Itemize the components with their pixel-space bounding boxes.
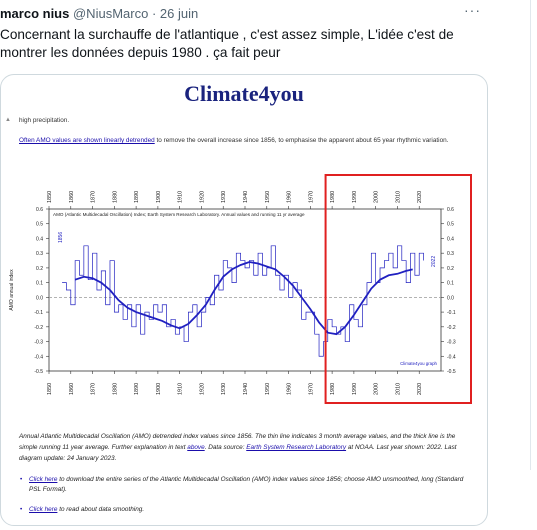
x-tick-label-bottom: 1920	[199, 383, 205, 395]
x-tick-label-top: 2020	[417, 191, 423, 203]
snippet-rest: to remove the overall increase since 185…	[154, 137, 449, 144]
bullet-dot: •	[20, 506, 23, 513]
x-tick-label-top: 1980	[330, 191, 336, 203]
separator: ·	[151, 6, 157, 21]
bullet-smoothing: • Click here to read about data smoothin…	[20, 505, 469, 515]
x-tick-label-bottom: 1930	[221, 383, 227, 395]
y-axis-label: AMO annual index	[9, 269, 15, 311]
x-tick-label-bottom: 1940	[243, 383, 249, 395]
highlight-box	[324, 174, 473, 404]
y-tick-label-left: 0.2	[36, 266, 43, 272]
above-link[interactable]: above	[187, 444, 205, 451]
x-tick-label-top: 1910	[178, 191, 184, 203]
y-tick-label-left: 0.5	[36, 222, 43, 228]
y-tick-label-left: 0.0	[36, 295, 43, 301]
x-tick-label-bottom: 2010	[395, 383, 401, 395]
x-tick-label-bottom: 1960	[287, 383, 293, 395]
x-tick-label-top: 1900	[156, 191, 162, 203]
y-tick-label-left: -0.1	[34, 310, 43, 316]
x-tick-label-bottom: 1890	[134, 383, 140, 395]
bullet-2-text: to read about data smoothing.	[57, 506, 145, 513]
y-tick-label-right: 0.6	[447, 207, 454, 213]
y-tick-label-left: -0.4	[34, 354, 43, 360]
chart-title: AMO (Atlantic Multidecadal Oscillation) …	[53, 212, 305, 217]
y-tick-label-left: -0.5	[34, 369, 43, 375]
more-options-icon[interactable]: ···	[464, 2, 481, 18]
snippet-top: high precipitation.	[19, 117, 70, 124]
x-tick-label-bottom: 2020	[417, 383, 423, 395]
y-tick-label-right: 0.4	[447, 236, 454, 242]
esrl-link[interactable]: Earth System Research Laboratory	[246, 444, 347, 451]
caption-text-3: at NOAA. Last year shown: 2022. Last dia…	[19, 444, 457, 462]
watermark-text: Climate4you graph	[400, 361, 437, 366]
y-tick-label-right: -0.2	[447, 325, 456, 331]
x-tick-label-bottom: 1980	[330, 383, 336, 395]
caret-up-icon: ▲	[5, 117, 11, 123]
y-tick-label-left: 0.6	[36, 207, 43, 213]
x-tick-label-top: 1860	[69, 191, 75, 203]
amo-chart: -0.5 -0.5 -0.4 -0.4 -0.3 -0.3 -0.2 -0.2 -0.1 -0.1…	[9, 174, 473, 404]
label-start-year: 1856	[58, 232, 64, 243]
x-tick-label-bottom: 1880	[112, 383, 118, 395]
x-tick-label-top: 1960	[287, 191, 293, 203]
author-name[interactable]: marco nius	[0, 6, 70, 21]
bullet-dot: •	[20, 476, 23, 483]
x-tick-label-bottom: 1990	[352, 383, 358, 395]
tweet-date[interactable]: 26 juin	[159, 6, 199, 21]
x-tick-label-bottom: 1970	[308, 383, 314, 395]
y-tick-label-right: 0.5	[447, 222, 454, 228]
y-tick-label-left: -0.3	[34, 340, 43, 346]
x-tick-label-top: 1950	[265, 191, 271, 203]
tweet-media-image[interactable]: Climate4you ▲ high precipitation. Often …	[0, 74, 488, 526]
x-tick-label-bottom: 1850	[47, 383, 53, 395]
series-average-line	[74, 261, 413, 336]
x-tick-label-top: 2010	[395, 191, 401, 203]
x-tick-label-top: 1870	[91, 191, 97, 203]
y-tick-label-right: -0.1	[447, 310, 456, 316]
y-tick-label-left: 0.4	[36, 236, 43, 242]
x-tick-label-bottom: 1910	[178, 383, 184, 395]
x-tick-label-top: 1990	[352, 191, 358, 203]
tweet-header: marco nius @NiusMarco · 26 juin	[0, 6, 198, 21]
y-tick-label-right: -0.3	[447, 340, 456, 346]
x-tick-label-bottom: 1900	[156, 383, 162, 395]
chart-caption: Annual Atlantic Multidecadal Oscillation…	[19, 431, 469, 464]
plot-frame	[48, 208, 442, 372]
y-tick-label-right: 0.2	[447, 266, 454, 272]
detrended-link[interactable]: Often AMO values are shown linearly detr…	[19, 137, 155, 144]
download-link[interactable]: Click here	[29, 476, 58, 483]
y-tick-label-right: -0.5	[447, 369, 456, 375]
x-tick-label-bottom: 1860	[69, 383, 75, 395]
snippet-paragraph: Often AMO values are shown linearly detr…	[19, 136, 459, 146]
y-tick-label-right: 0.1	[447, 281, 454, 287]
x-tick-label-top: 1920	[199, 191, 205, 203]
y-tick-label-right: 0.0	[447, 295, 454, 301]
y-tick-label-right: -0.4	[447, 354, 456, 360]
tweet-text: Concernant la surchauffe de l'atlantique…	[0, 27, 454, 60]
x-tick-label-bottom: 2000	[374, 383, 380, 395]
y-tick-label-left: 0.1	[36, 281, 43, 287]
x-tick-label-top: 1940	[243, 191, 249, 203]
series-annual-line	[62, 245, 424, 357]
bullet-download: • Click here to download the entire seri…	[20, 475, 469, 495]
x-tick-label-bottom: 1950	[265, 383, 271, 395]
label-end-year: 2022	[431, 256, 437, 267]
x-tick-label-top: 1890	[134, 191, 140, 203]
y-tick-label-left: -0.2	[34, 325, 43, 331]
y-tick-label-left: 0.3	[36, 251, 43, 257]
author-handle[interactable]: @NiusMarco	[72, 6, 149, 21]
x-tick-label-top: 1880	[112, 191, 118, 203]
right-pane-border	[530, 0, 537, 470]
site-title: Climate4you	[184, 81, 304, 106]
x-tick-label-top: 1970	[308, 191, 314, 203]
caption-text-2: . Data source:	[204, 444, 247, 451]
x-tick-label-top: 1850	[47, 191, 53, 203]
y-tick-label-right: 0.3	[447, 251, 454, 257]
x-tick-label-bottom: 1870	[91, 383, 97, 395]
caption-text-1: Annual Atlantic Multidecadal Oscillation…	[19, 433, 456, 451]
x-tick-label-top: 1930	[221, 191, 227, 203]
smoothing-link[interactable]: Click here	[29, 506, 58, 513]
x-tick-label-top: 2000	[374, 191, 380, 203]
bullet-1-text: to download the entire series of the Atl…	[29, 476, 464, 493]
